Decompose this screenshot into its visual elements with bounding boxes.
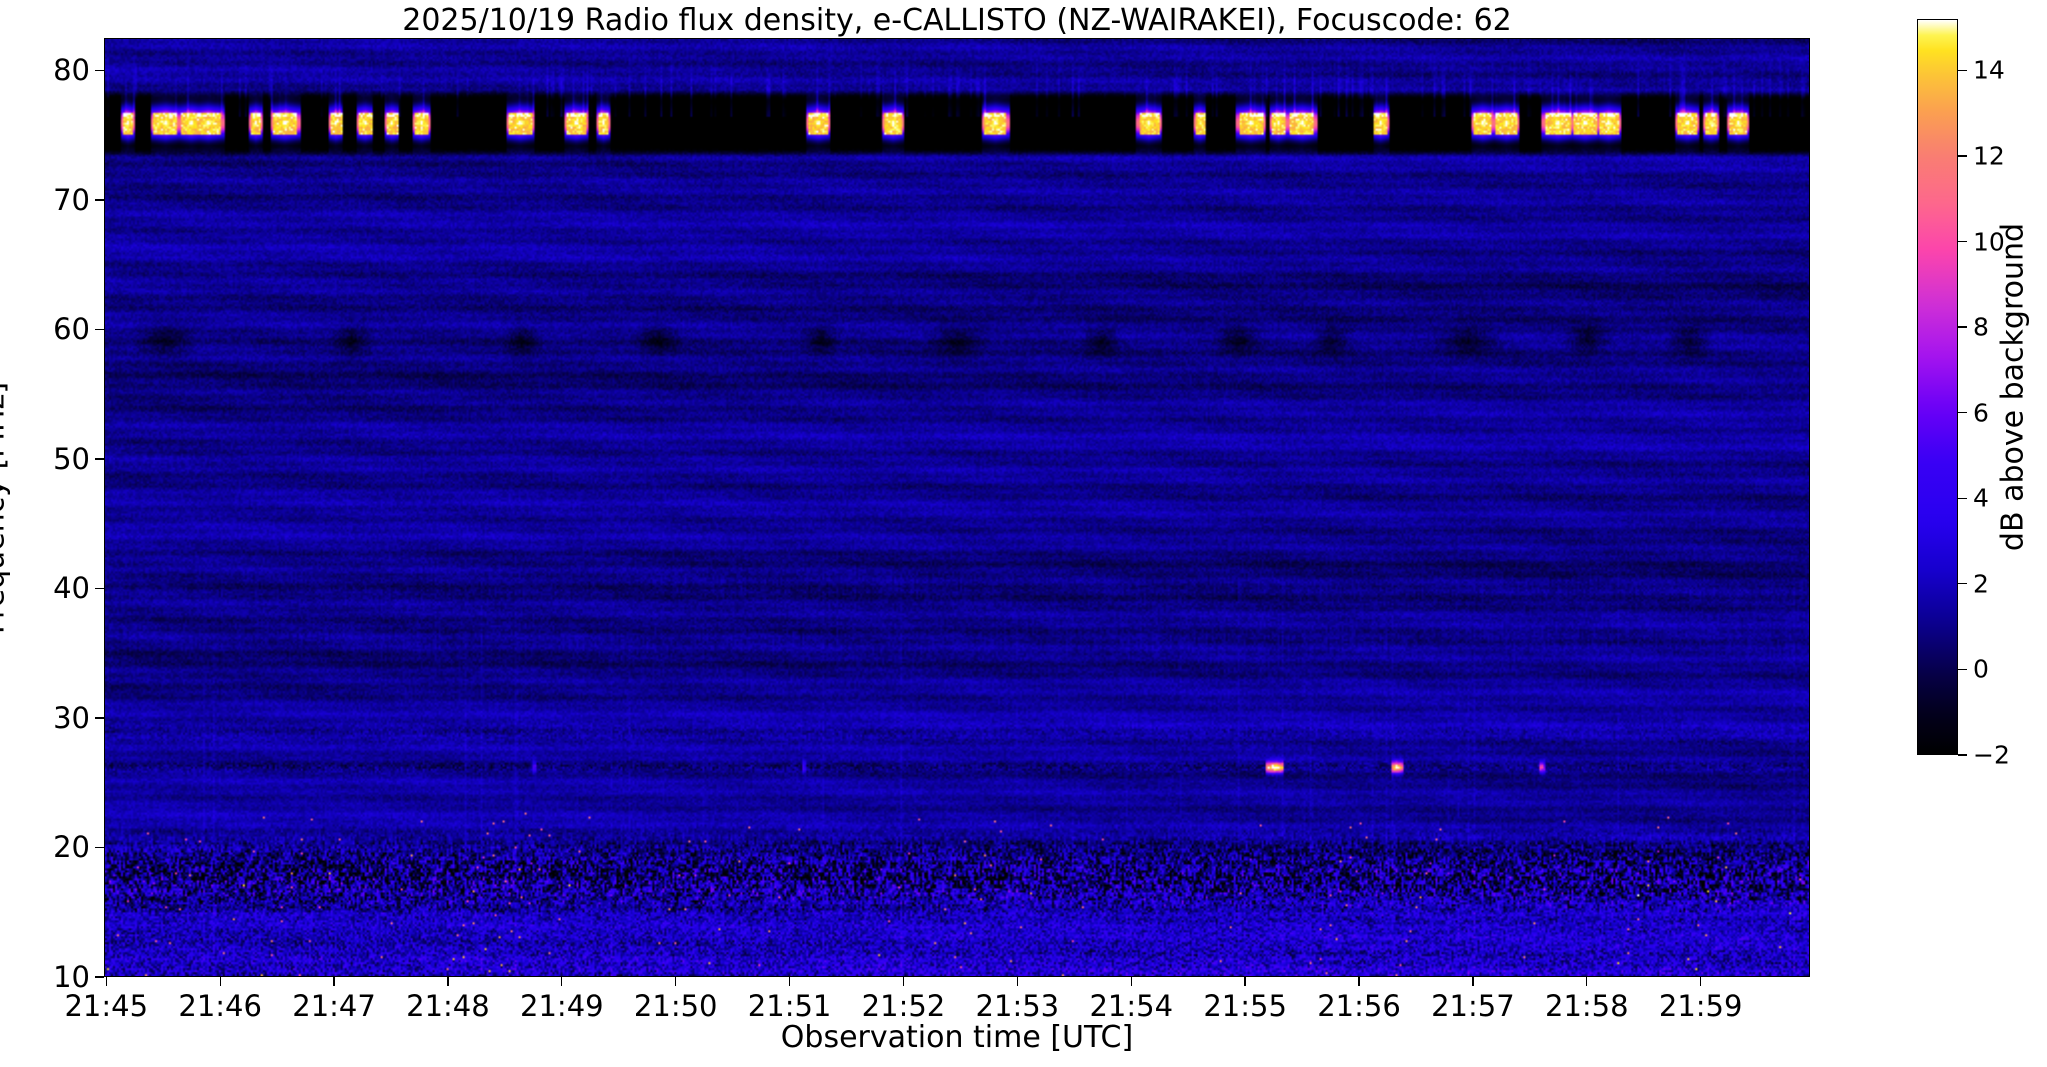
x-tick-mark <box>1586 977 1588 986</box>
colorbar-label: dB above background <box>1995 222 2031 552</box>
colorbar-tick-mark <box>1958 326 1967 328</box>
spectrogram-plot-area <box>104 38 1810 977</box>
x-tick-label: 21:49 <box>520 989 604 1023</box>
x-tick-mark <box>333 977 335 986</box>
x-tick-mark <box>1472 977 1474 986</box>
colorbar-tick-mark <box>1958 583 1967 585</box>
colorbar-tick-mark <box>1958 155 1967 157</box>
colorbar-tick-label: 2 <box>1973 569 1989 599</box>
page-title: 2025/10/19 Radio flux density, e-CALLIST… <box>402 3 1512 38</box>
colorbar-tick-mark <box>1958 412 1967 414</box>
x-tick-mark <box>1358 977 1360 986</box>
x-tick-mark <box>561 977 563 986</box>
x-tick-label: 21:57 <box>1431 989 1515 1023</box>
x-tick-label: 21:53 <box>975 989 1060 1023</box>
y-tick-mark <box>95 587 104 590</box>
x-tick-mark <box>1244 977 1246 986</box>
y-tick-mark <box>95 846 104 849</box>
x-tick-label: 21:47 <box>292 989 376 1023</box>
x-tick-label: 21:58 <box>1544 989 1629 1023</box>
y-tick-mark <box>95 199 104 201</box>
y-tick-mark <box>95 328 104 331</box>
y-tick-label: 50 <box>53 441 90 476</box>
colorbar-tick-mark <box>1958 754 1967 756</box>
x-tick-label: 21:51 <box>747 989 832 1023</box>
colorbar-tick-mark <box>1958 668 1967 671</box>
colorbar-tick-mark <box>1958 240 1967 243</box>
x-tick-label: 21:45 <box>64 989 149 1023</box>
colorbar-tick-label: 14 <box>1973 55 2005 85</box>
colorbar-tick-label: 8 <box>1973 312 1989 342</box>
colorbar-gradient <box>1917 19 1958 755</box>
colorbar-tick-label: −2 <box>1973 740 2010 770</box>
x-tick-mark <box>105 977 107 986</box>
y-tick-mark <box>95 458 104 460</box>
x-axis: 21:45 21:46 21:47 21:48 21:49 21:50 21:51 21:52… <box>64 977 1810 1047</box>
colorbar-tick-label: 0 <box>1973 654 1989 684</box>
y-tick-label: 10 <box>53 960 90 994</box>
x-tick-mark <box>219 977 221 986</box>
x-tick-label: 21:46 <box>178 989 262 1023</box>
x-tick-mark <box>902 977 905 986</box>
colorbar-tick-mark <box>1958 69 1967 71</box>
colorbar-tick-label: 4 <box>1973 483 1989 513</box>
x-tick-mark <box>447 977 449 986</box>
x-tick-mark <box>675 977 677 986</box>
x-tick-label: 21:50 <box>633 989 718 1023</box>
y-tick-label: 20 <box>53 830 90 865</box>
x-tick-label: 21:52 <box>861 989 946 1023</box>
y-tick-mark <box>95 976 104 978</box>
x-tick-mark <box>1016 977 1018 986</box>
x-tick-label: 21:54 <box>1089 989 1174 1023</box>
y-tick-label: 70 <box>53 182 90 217</box>
colorbar-tick-label: 10 <box>1973 227 2005 256</box>
y-tick-mark <box>95 717 104 719</box>
x-tick-label: 21:59 <box>1658 989 1743 1023</box>
x-tick-label: 21:56 <box>1317 989 1401 1023</box>
colorbar-tick-label: 6 <box>1973 398 1989 428</box>
x-tick-mark <box>788 977 791 986</box>
x-tick-label: 21:48 <box>406 989 490 1023</box>
x-axis-label: Observation time [UTC] <box>780 1020 1134 1055</box>
y-axis-label: Frequency [MHz] <box>0 381 12 635</box>
colorbar-tick-mark <box>1958 497 1967 499</box>
y-tick-label: 80 <box>53 53 90 88</box>
y-tick-label: 30 <box>53 700 90 735</box>
x-tick-mark <box>1130 977 1132 986</box>
x-tick-label: 21:55 <box>1203 989 1287 1023</box>
y-tick-label: 40 <box>53 571 90 606</box>
x-tick-mark <box>1700 977 1702 986</box>
y-tick-mark <box>95 69 104 72</box>
spectrogram-image <box>105 39 1809 976</box>
colorbar: 14 12 10 8 6 4 2 0 −2 <box>1917 19 2010 770</box>
colorbar-tick-label: 12 <box>1973 141 2005 171</box>
y-tick-label: 60 <box>53 312 90 347</box>
